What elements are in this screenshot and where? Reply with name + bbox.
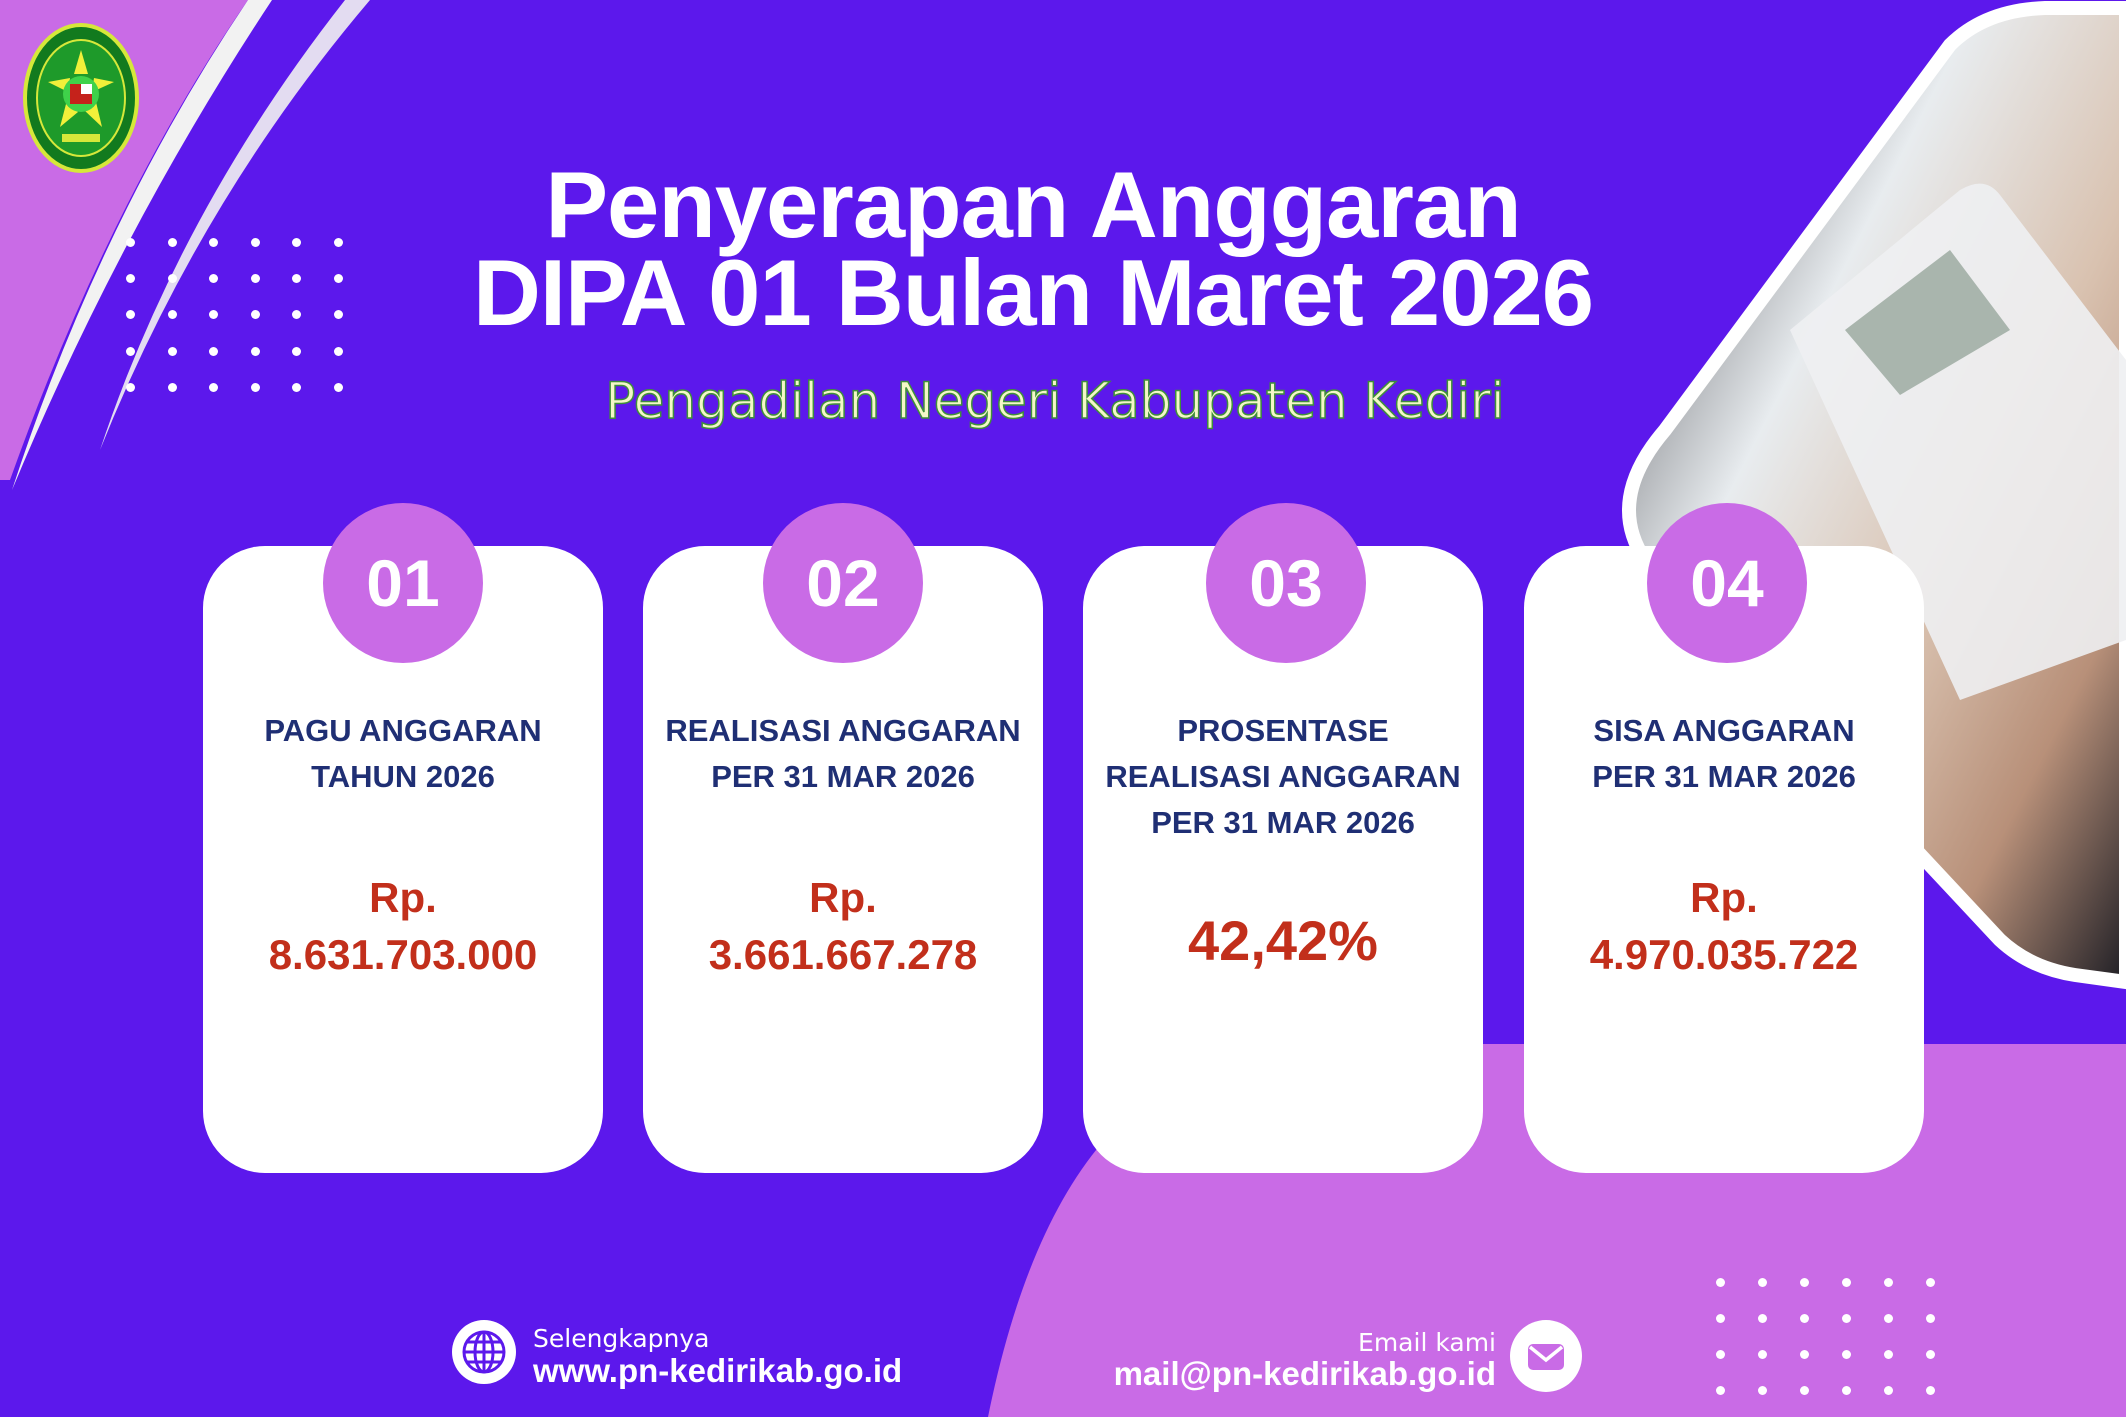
currency-label: Rp. [369, 874, 437, 921]
currency-label: Rp. [809, 874, 877, 921]
dot [292, 346, 302, 356]
dot [167, 238, 177, 247]
dot [1716, 1386, 1725, 1395]
dot [1758, 1386, 1767, 1395]
card-value: 4.970.035.722 [1589, 931, 1859, 978]
card-heading: TAHUN 2026 [311, 759, 495, 794]
dot [334, 238, 343, 247]
dot [250, 238, 260, 247]
card-number-badge: 01 [323, 503, 483, 663]
dot [1842, 1350, 1851, 1359]
dot [1716, 1350, 1725, 1359]
dot [1758, 1350, 1767, 1359]
dot [1926, 1314, 1935, 1323]
dot [1800, 1350, 1809, 1359]
dot [1926, 1386, 1935, 1395]
dot [209, 382, 219, 392]
globe-icon [452, 1320, 516, 1384]
dot [1884, 1278, 1893, 1287]
dot [1758, 1314, 1767, 1323]
dot [126, 238, 135, 247]
card-heading: PER 31 MAR 2026 [711, 759, 975, 794]
website-link[interactable]: www.pn-kedirikab.go.id [533, 1352, 903, 1389]
dot [250, 310, 260, 320]
card-heading: PER 31 MAR 2026 [1592, 759, 1856, 794]
dot [334, 382, 343, 392]
dot [1842, 1314, 1851, 1323]
dot [1926, 1350, 1935, 1359]
dot [126, 346, 135, 356]
dot [167, 274, 177, 284]
page-subtitle: Pengadilan Negeri Kabupaten Kediri [605, 371, 1506, 431]
dot [167, 382, 177, 392]
card-heading: PROSENTASE [1177, 713, 1389, 748]
dot [292, 238, 302, 247]
dot [1716, 1314, 1725, 1323]
dot [209, 274, 219, 284]
website-label: Selengkapnya [533, 1324, 710, 1353]
dot [250, 274, 260, 284]
card-number-badge: 02 [763, 503, 923, 663]
card-heading: SISA ANGGARAN [1593, 713, 1855, 748]
card-value: 42,42% [1188, 909, 1378, 972]
dot [126, 382, 135, 392]
card-value: 3.661.667.278 [708, 931, 978, 978]
dot [1800, 1314, 1809, 1323]
dot [334, 274, 343, 284]
dot [1800, 1278, 1809, 1287]
dot [167, 310, 177, 320]
dot [167, 346, 177, 356]
dot [1758, 1278, 1767, 1287]
dot [292, 382, 302, 392]
dot [126, 274, 135, 284]
envelope-icon [1510, 1320, 1582, 1392]
dot [209, 238, 219, 247]
dot [1884, 1350, 1893, 1359]
email-label: Email kami [1358, 1328, 1496, 1357]
dot [209, 346, 219, 356]
email-link[interactable]: mail@pn-kedirikab.go.id [1113, 1355, 1496, 1392]
dot [1800, 1386, 1809, 1395]
currency-label: Rp. [1690, 874, 1758, 921]
court-logo [22, 22, 140, 174]
dot [126, 310, 135, 320]
dot [1884, 1386, 1893, 1395]
page-title-line1: Penyerapan Anggaran [545, 152, 1521, 257]
dot [292, 274, 302, 284]
dot [250, 382, 260, 392]
card-number-badge: 04 [1647, 503, 1807, 663]
dot [1926, 1278, 1935, 1287]
card-number-badge: 03 [1206, 503, 1366, 663]
calculator-photo [1622, 0, 2126, 990]
page-title-line2: DIPA 01 Bulan Maret 2026 [472, 240, 1594, 345]
dot [1842, 1278, 1851, 1287]
card-heading: PER 31 MAR 2026 [1151, 805, 1415, 840]
dot [1884, 1314, 1893, 1323]
dot [334, 346, 343, 356]
card-heading: REALISASI ANGGARAN [1105, 759, 1461, 794]
dot [209, 310, 219, 320]
card-heading: PAGU ANGGARAN [264, 713, 542, 748]
dot [250, 346, 260, 356]
dot [1842, 1386, 1851, 1395]
card-value: 8.631.703.000 [268, 931, 538, 978]
card-heading: REALISASI ANGGARAN [665, 713, 1021, 748]
dot [1716, 1278, 1725, 1287]
dot [292, 310, 302, 320]
dot [334, 310, 343, 320]
